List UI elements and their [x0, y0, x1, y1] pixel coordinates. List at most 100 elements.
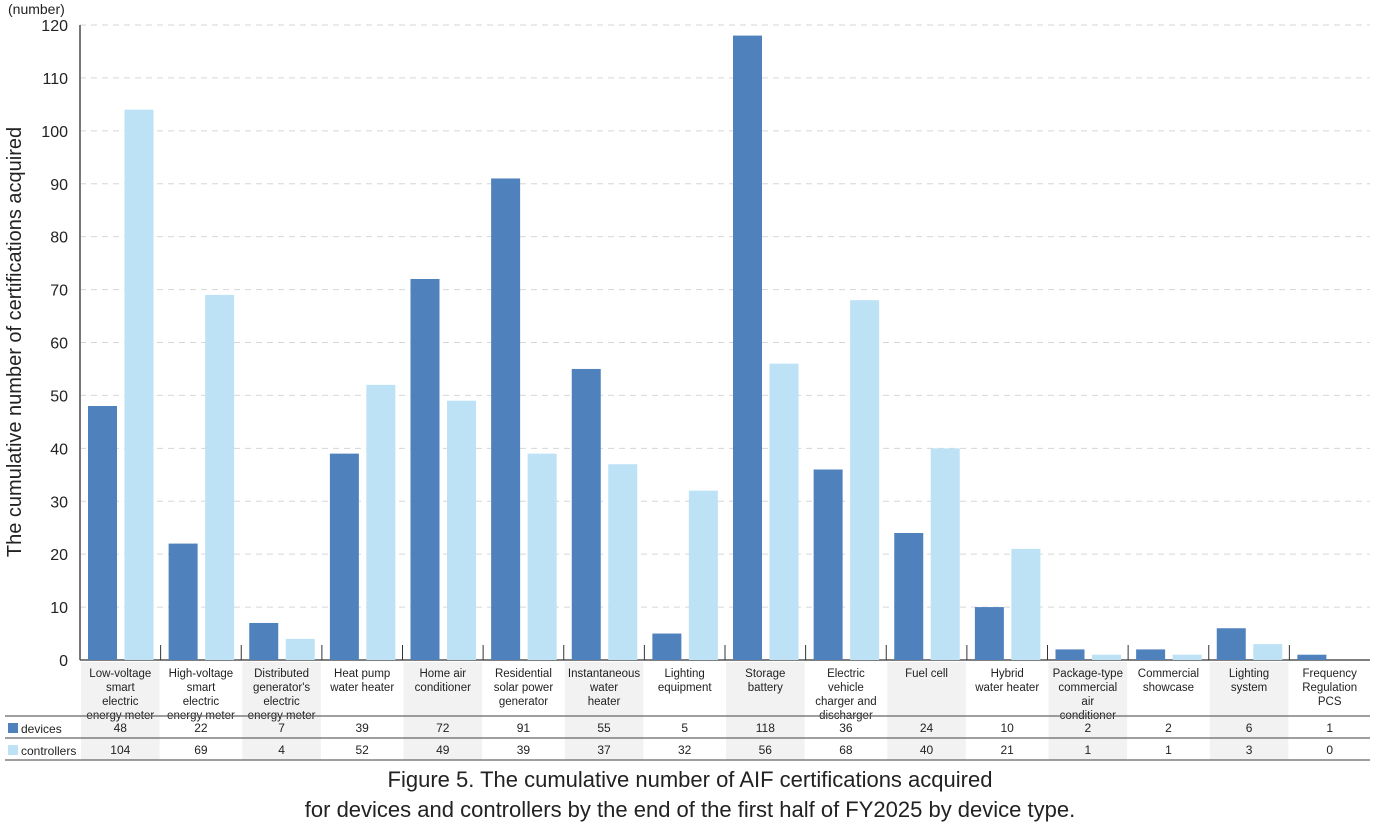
table-value-controllers: 32	[678, 743, 692, 757]
category-label: Lighting	[665, 668, 705, 680]
bar-controllers	[1092, 654, 1121, 660]
bar-devices	[491, 178, 521, 661]
category-label: PCS	[1318, 696, 1342, 708]
bar-devices	[894, 533, 924, 660]
y-tick-label: 80	[50, 230, 68, 247]
category-label: vehicle	[828, 682, 864, 694]
table-value-controllers: 21	[1001, 743, 1015, 757]
bar-devices	[571, 368, 601, 660]
column-shade	[887, 662, 966, 760]
table-value-devices: 24	[920, 721, 934, 735]
table-value-controllers: 1	[1084, 743, 1091, 757]
y-tick-label: 60	[50, 336, 68, 353]
category-label: Distributed	[254, 668, 309, 680]
category-label: commercial	[1058, 682, 1117, 694]
y-unit-label: (number)	[8, 1, 65, 17]
y-tick-label: 100	[41, 124, 68, 141]
table-value-devices: 2	[1165, 721, 1172, 735]
category-label: generator	[499, 696, 548, 708]
category-label: High-voltage	[169, 668, 234, 680]
bar-devices	[329, 453, 359, 660]
bar-controllers	[447, 400, 476, 660]
y-tick-label: 30	[50, 494, 68, 511]
table-value-controllers: 104	[110, 743, 130, 757]
bar-controllers	[285, 638, 315, 660]
category-label: heater	[588, 696, 621, 708]
column-shade	[242, 662, 321, 760]
category-label: charger and	[815, 696, 876, 708]
column-shade	[1209, 662, 1289, 760]
figure-title-line-2: for devices and controllers by the end o…	[305, 797, 1075, 822]
table-value-devices: 55	[597, 721, 611, 735]
table-value-controllers: 69	[194, 743, 208, 757]
category-label: Storage	[745, 668, 785, 680]
category-label: water	[589, 682, 618, 694]
category-label: Lighting	[1229, 668, 1269, 680]
category-label: electric	[263, 696, 300, 708]
legend-swatch-controllers	[8, 745, 18, 755]
table-value-devices: 6	[1246, 721, 1253, 735]
table-value-controllers: 1	[1165, 743, 1172, 757]
column-shade	[564, 662, 644, 760]
bar-controllers	[205, 294, 235, 660]
table-value-devices: 22	[194, 721, 208, 735]
bar-devices	[652, 633, 682, 660]
table-value-controllers: 56	[759, 743, 773, 757]
bar-devices	[168, 543, 198, 660]
table-value-devices: 48	[114, 721, 128, 735]
legend-label-devices: devices	[21, 722, 62, 736]
category-label: Package-type	[1053, 668, 1123, 680]
category-label: Hybrid	[991, 668, 1024, 680]
table-value-devices: 1	[1326, 721, 1333, 735]
bar-controllers	[688, 490, 718, 660]
category-label: generator's	[253, 682, 310, 694]
bar-devices	[974, 607, 1004, 660]
category-label: Electric	[827, 668, 865, 680]
table-value-controllers: 3	[1246, 743, 1253, 757]
table-value-controllers: 0	[1326, 743, 1333, 757]
bar-devices	[410, 279, 440, 660]
category-label: Instantaneous	[568, 668, 641, 680]
table-value-controllers: 37	[597, 743, 611, 757]
category-label: Heat pump	[334, 668, 390, 680]
bar-controllers	[608, 464, 638, 660]
category-label: solar power	[494, 682, 554, 694]
category-label: system	[1231, 682, 1267, 694]
y-tick-label: 0	[59, 653, 68, 670]
column-shade	[1048, 662, 1128, 760]
category-label: electric	[102, 696, 139, 708]
figure-title-line-1: Figure 5. The cumulative number of AIF c…	[388, 767, 993, 792]
y-tick-label: 120	[41, 18, 68, 35]
y-tick-label: 40	[50, 441, 68, 458]
category-label: battery	[748, 682, 783, 694]
y-tick-label: 70	[50, 283, 68, 300]
category-label: smart	[106, 682, 136, 694]
bar-devices	[1136, 649, 1166, 660]
bar-controllers	[1011, 548, 1041, 660]
y-axis-title: The cumulative number of certifications …	[4, 127, 26, 557]
table-value-controllers: 4	[278, 743, 285, 757]
bar-controllers	[1172, 654, 1202, 660]
table-value-devices: 7	[278, 721, 285, 735]
column-shade	[403, 662, 483, 760]
table-value-controllers: 52	[356, 743, 370, 757]
category-label: Regulation	[1302, 682, 1357, 694]
bar-controllers	[527, 453, 557, 660]
table-value-devices: 72	[436, 721, 450, 735]
category-label: electric	[183, 696, 220, 708]
table-value-devices: 118	[756, 721, 775, 735]
table-value-controllers: 49	[436, 743, 450, 757]
legend-swatch-devices	[8, 723, 18, 733]
y-tick-label: 10	[50, 600, 68, 617]
table-value-devices: 36	[839, 721, 853, 735]
table-value-controllers: 40	[920, 743, 934, 757]
column-shade	[726, 662, 805, 760]
bar-controllers	[124, 109, 154, 660]
category-label: Commercial	[1138, 668, 1199, 680]
table-value-devices: 39	[356, 721, 370, 735]
table-value-devices: 91	[517, 721, 531, 735]
bar-controllers	[1253, 644, 1283, 660]
column-shade	[81, 662, 160, 760]
category-label: Low-voltage	[89, 668, 151, 680]
